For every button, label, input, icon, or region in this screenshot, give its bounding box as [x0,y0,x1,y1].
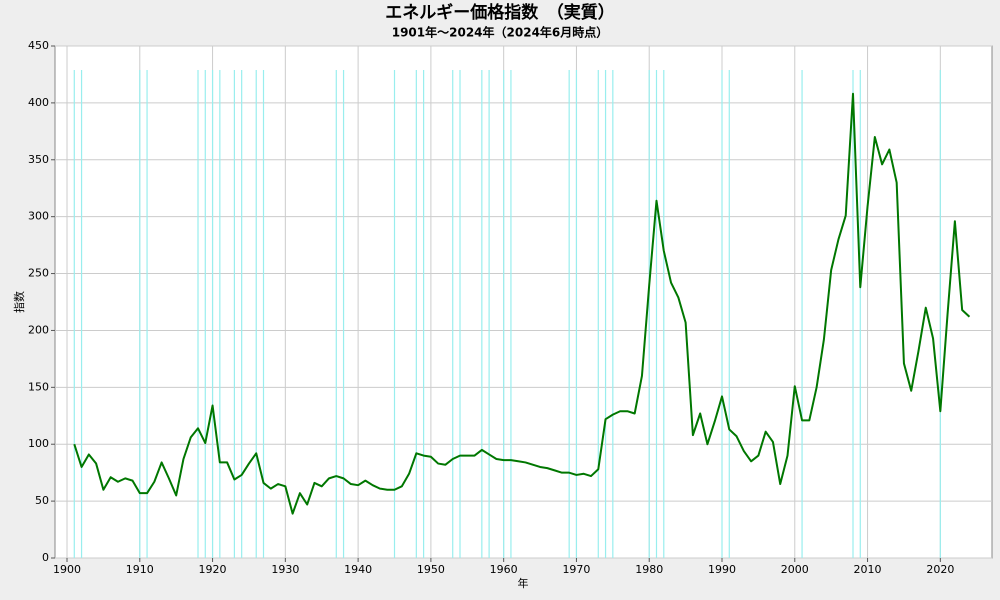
y-tick-label: 0 [42,551,49,564]
y-tick-label: 100 [28,437,49,450]
chart-subtitle: 1901年～2024年（2024年6月時点） [392,25,609,40]
y-tick-label: 450 [28,39,49,52]
x-tick-label: 1920 [199,563,227,576]
x-tick-label: 1950 [417,563,445,576]
x-tick-label: 2000 [781,563,809,576]
x-tick-label: 1900 [53,563,81,576]
x-tick-label: 1990 [708,563,736,576]
x-tick-label: 1930 [271,563,299,576]
y-tick-label: 50 [35,494,49,507]
x-axis-label: 年 [518,576,529,590]
y-tick-label: 150 [28,380,49,393]
x-tick-label: 1980 [635,563,663,576]
x-tick-label: 1970 [562,563,590,576]
x-tick-label: 2020 [926,563,954,576]
y-axis-label: 指数 [12,291,26,313]
x-tick-label: 2010 [854,563,882,576]
x-tick-label: 1960 [490,563,518,576]
y-tick-label: 300 [28,210,49,223]
y-tick-label: 350 [28,153,49,166]
y-tick-label: 250 [28,267,49,280]
x-tick-label: 1940 [344,563,372,576]
plot-area [54,45,993,559]
data-line [73,92,971,515]
y-tick-label: 400 [28,96,49,109]
y-tick-label: 200 [28,323,49,336]
x-tick-label: 1910 [126,563,154,576]
chart-title: エネルギー価格指数 （実質） [385,2,615,23]
